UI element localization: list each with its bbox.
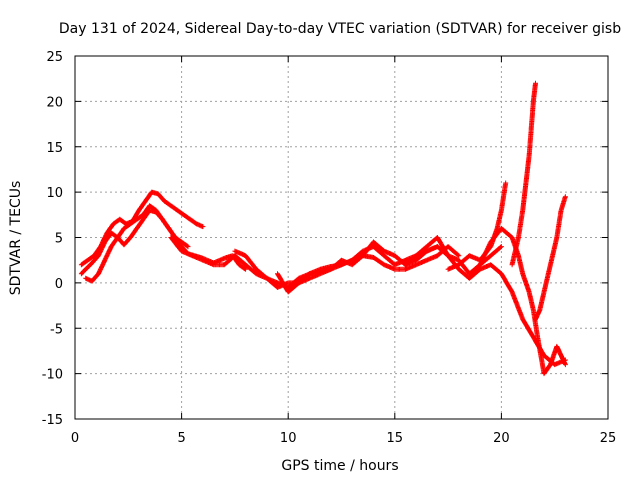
x-tick-label: 5 [177, 431, 185, 446]
data-points [78, 80, 568, 377]
axis-ticks: 0 5 10 15 20 25 -15 -10 -5 0 5 10 15 20 25 [42, 50, 617, 446]
series-arc-10 [509, 80, 538, 268]
x-tick-label: 10 [280, 431, 297, 446]
y-tick-label: 5 [55, 232, 63, 247]
plus-markers [533, 194, 568, 322]
x-axis-label: GPS time / hours [281, 458, 398, 474]
x-tick-label: 20 [493, 431, 510, 446]
series-arc-11 [533, 194, 568, 322]
y-tick-label: 10 [46, 186, 63, 201]
plus-markers [83, 203, 191, 284]
series-arc-3 [83, 203, 191, 284]
series-arc-6 [275, 244, 462, 295]
plus-markers [403, 244, 568, 368]
x-tick-label: 15 [387, 431, 404, 446]
y-axis-label: SDTVAR / TECUs [8, 181, 24, 296]
plus-markers [275, 244, 462, 295]
y-tick-label: -5 [50, 322, 63, 337]
y-tick-label: 25 [46, 50, 63, 65]
plus-markers [477, 225, 568, 377]
grid [75, 56, 608, 419]
y-tick-label: 15 [46, 141, 63, 156]
y-tick-label: -15 [42, 413, 63, 428]
series-arc-7 [403, 244, 568, 368]
y-tick-label: 0 [55, 277, 63, 292]
y-tick-label: -10 [42, 368, 63, 383]
series-arc-9 [477, 225, 568, 377]
y-tick-label: 20 [46, 95, 63, 110]
x-tick-label: 0 [71, 431, 79, 446]
x-tick-label: 25 [600, 431, 617, 446]
plus-markers [509, 80, 538, 268]
chart-title: Day 131 of 2024, Sidereal Day-to-day VTE… [59, 21, 621, 37]
